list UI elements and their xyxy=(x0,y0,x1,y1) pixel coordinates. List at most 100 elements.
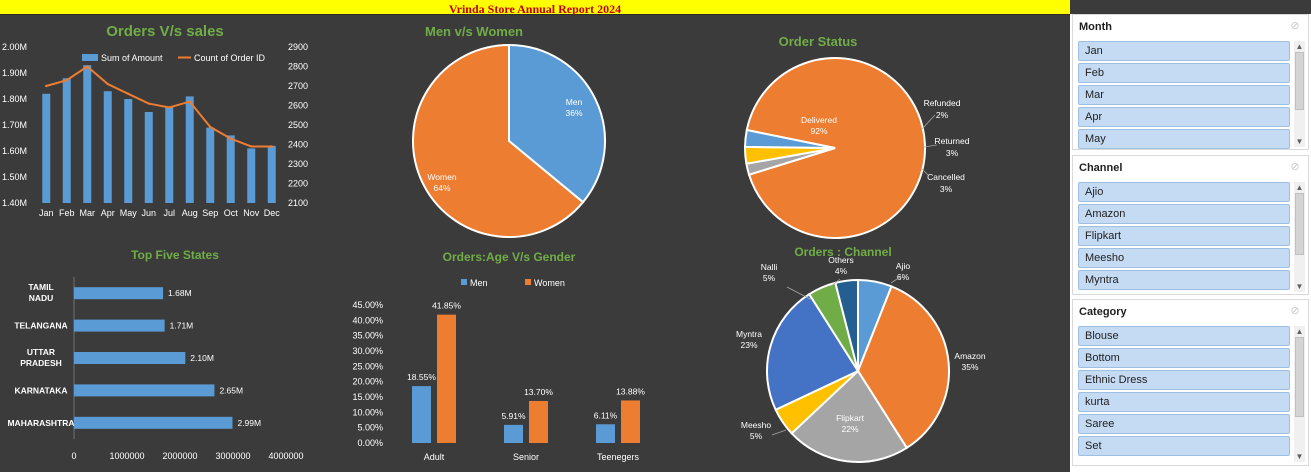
x-tick-apr: Apr xyxy=(101,208,115,218)
value-label-karnataka: 2.65M xyxy=(219,385,243,395)
clear-filter-icon[interactable]: ⊘ xyxy=(1290,161,1300,173)
x-tick-senior: Senior xyxy=(513,452,539,462)
y-tick: 20.00% xyxy=(352,377,383,387)
legend-swatch-sum-of-amount xyxy=(82,54,98,61)
scroll-down-icon[interactable]: ▼ xyxy=(1295,282,1304,291)
slice-value-meesho: 5% xyxy=(750,431,763,441)
x-tick-dec: Dec xyxy=(264,208,281,218)
slice-delivered xyxy=(745,57,926,239)
bar-maharashtra xyxy=(74,416,233,429)
y-tick: 0.00% xyxy=(357,438,383,448)
slicer-item-may[interactable]: May xyxy=(1078,129,1290,149)
slice-label-men: Men xyxy=(566,97,583,107)
report-banner: Vrinda Store Annual Report 2024 xyxy=(0,0,1070,16)
category-label-maharashtra: MAHARASHTRA xyxy=(7,418,74,428)
value-label-senior-men: 5.91% xyxy=(501,411,526,421)
slice-myntra xyxy=(766,292,860,412)
slice-label-amazon: Amazon xyxy=(954,351,985,361)
x-tick-nov: Nov xyxy=(243,208,260,218)
slice-women xyxy=(412,43,585,238)
bar-adult-men xyxy=(412,386,431,443)
report-title: Vrinda Store Annual Report 2024 xyxy=(448,2,622,16)
slicer-item-apr[interactable]: Apr xyxy=(1078,107,1290,127)
slicer-item-ajio[interactable]: Ajio xyxy=(1078,182,1290,202)
y-tick-left: 1.40M xyxy=(2,198,27,208)
slice-men xyxy=(508,43,606,204)
slice-amazon xyxy=(856,285,950,450)
scroll-thumb[interactable] xyxy=(1295,337,1304,417)
slicer-title-month: Month xyxy=(1079,21,1112,33)
bar-teenegers-women xyxy=(621,400,640,443)
slicer-item-feb[interactable]: Feb xyxy=(1078,63,1290,83)
category-label-uttar-pradesh-line1: UTTAR xyxy=(27,347,55,357)
slicer-item-flipkart[interactable]: Flipkart xyxy=(1078,226,1290,246)
y-tick: 5.00% xyxy=(357,423,383,433)
slicer-month: Month ⊘ Jan Feb Mar Apr May ▲ ▼ xyxy=(1072,14,1309,150)
bar-adult-women xyxy=(437,314,456,443)
x-tick-mar: Mar xyxy=(80,208,96,218)
legend-label-women: Women xyxy=(534,278,565,288)
scroll-down-icon[interactable]: ▼ xyxy=(1295,137,1304,146)
category-label-uttar-pradesh-line2: PRADESH xyxy=(20,358,62,368)
y-tick: 35.00% xyxy=(352,331,383,341)
bar-jul xyxy=(165,106,174,203)
clear-filter-icon[interactable]: ⊘ xyxy=(1290,305,1300,317)
slicer-title-category: Category xyxy=(1079,306,1127,318)
value-label-maharashtra: 2.99M xyxy=(237,418,261,428)
slicer-item-myntra[interactable]: Myntra xyxy=(1078,270,1290,290)
slice-flipkart xyxy=(790,369,909,463)
bar-karnataka xyxy=(74,384,215,397)
value-label-teenegers-women: 13.88% xyxy=(616,386,645,396)
bar-uttar-pradesh xyxy=(74,352,186,364)
y-tick-right: 2400 xyxy=(288,140,308,150)
slicer-item-mar[interactable]: Mar xyxy=(1078,85,1290,105)
y-tick: 30.00% xyxy=(352,346,383,356)
slice-value-men: 36% xyxy=(565,108,582,118)
slice-value-cancelled: 3% xyxy=(940,184,953,194)
slicer-item-amazon[interactable]: Amazon xyxy=(1078,204,1290,224)
x-tick-jan: Jan xyxy=(39,208,54,218)
month-scrollbar[interactable]: ▲ ▼ xyxy=(1294,41,1305,147)
scroll-up-icon[interactable]: ▲ xyxy=(1295,183,1304,192)
slicer-item-saree[interactable]: Saree xyxy=(1078,414,1290,434)
y-tick-left: 1.60M xyxy=(2,146,27,156)
slicer-item-set[interactable]: Set xyxy=(1078,436,1290,456)
leader-line xyxy=(890,276,901,284)
slicer-item-blouse[interactable]: Blouse xyxy=(1078,326,1290,346)
scroll-thumb[interactable] xyxy=(1295,193,1304,255)
x-tick: 4000000 xyxy=(268,451,303,461)
slicer-item-bottom[interactable]: Bottom xyxy=(1078,348,1290,368)
slicer-list-category: Blouse Bottom Ethnic Dress kurta Saree S… xyxy=(1078,326,1290,458)
category-label-tamil-nadu-line1: TAMIL xyxy=(28,282,53,292)
x-tick-may: May xyxy=(120,208,138,218)
channel-scrollbar[interactable]: ▲ ▼ xyxy=(1294,182,1305,292)
slice-value-myntra: 23% xyxy=(740,340,757,350)
slice-value-delivered: 92% xyxy=(810,126,827,136)
slice-label-nalli: Nalli xyxy=(761,262,778,272)
slicer-item-ethnic-dress[interactable]: Ethnic Dress xyxy=(1078,370,1290,390)
scroll-thumb[interactable] xyxy=(1295,52,1304,110)
dashboard-area: Orders V/s sales 2.00M 1.90M 1.80M 1.70M 1.60… xyxy=(0,15,1070,472)
scroll-up-icon[interactable]: ▲ xyxy=(1295,327,1304,336)
value-label-adult-men: 18.55% xyxy=(407,372,436,382)
legend-swatch-women xyxy=(525,279,531,285)
point-mar xyxy=(86,65,89,68)
clear-filter-icon[interactable]: ⊘ xyxy=(1290,20,1300,32)
point-jul xyxy=(168,106,171,109)
bar-senior-women xyxy=(529,400,548,443)
chart-title-order-status: Order Status xyxy=(779,34,858,49)
point-jun xyxy=(147,102,150,105)
slicer-item-kurta[interactable]: kurta xyxy=(1078,392,1290,412)
category-scrollbar[interactable]: ▲ ▼ xyxy=(1294,326,1305,462)
scroll-up-icon[interactable]: ▲ xyxy=(1295,42,1304,51)
y-tick-left: 1.70M xyxy=(2,120,27,130)
chart-title-orders-vs-sales: Orders V/s sales xyxy=(106,23,224,40)
slicer-item-meesho[interactable]: Meesho xyxy=(1078,248,1290,268)
line-count-of-order-id xyxy=(45,65,272,148)
slicer-item-jan[interactable]: Jan xyxy=(1078,41,1290,61)
scroll-down-icon[interactable]: ▼ xyxy=(1295,452,1304,461)
bar-tamil-nadu xyxy=(74,287,164,300)
value-label-adult-women: 41.85% xyxy=(432,301,461,311)
bar-feb xyxy=(62,78,71,203)
value-label-senior-women: 13.70% xyxy=(524,387,553,397)
